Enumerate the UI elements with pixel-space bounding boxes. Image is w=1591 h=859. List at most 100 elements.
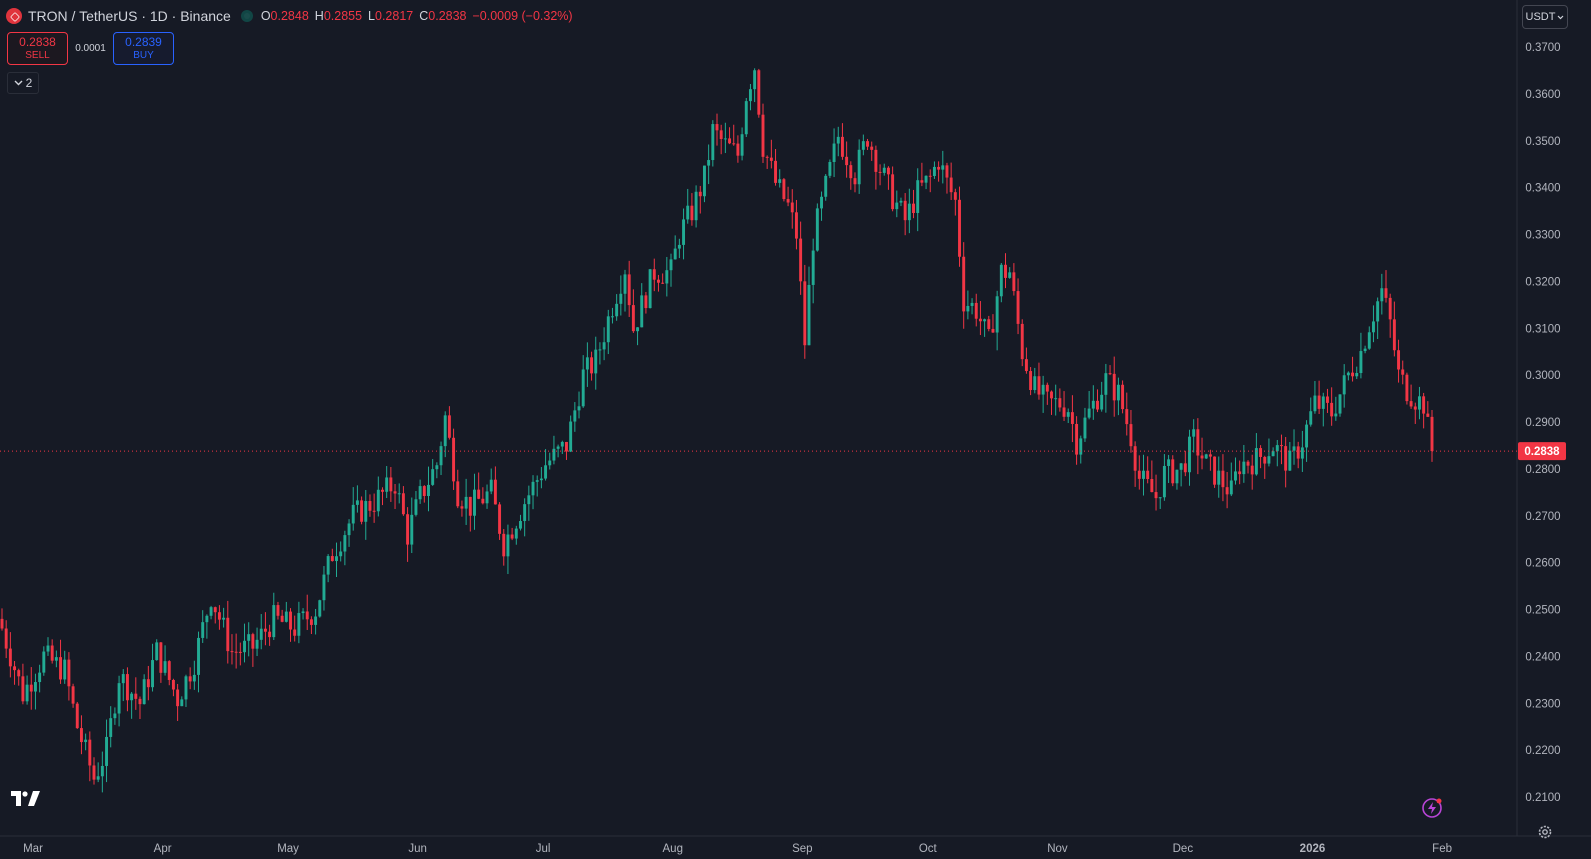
candle-body — [694, 191, 698, 221]
candle-body — [468, 496, 472, 516]
candle-body — [1070, 412, 1074, 424]
candle-body — [201, 622, 205, 638]
time-tick-label: May — [277, 843, 299, 855]
price-tick-label: 0.2600 — [1525, 558, 1560, 570]
candle-body — [263, 628, 267, 632]
currency-select-button[interactable]: USDT — [1522, 5, 1568, 29]
candle-body — [577, 406, 581, 411]
candle-body — [970, 302, 974, 306]
candle-body — [966, 305, 970, 312]
symbol-legend: TRON / TetherUS · 1D · Binance O 0.2848 … — [6, 6, 573, 26]
candle-body — [297, 613, 301, 636]
candle-body — [1204, 454, 1208, 459]
candle-body — [1351, 372, 1355, 377]
candle-body — [1075, 423, 1079, 455]
low-label: L — [368, 9, 375, 23]
candle-body — [1271, 451, 1275, 457]
candle-body — [343, 535, 347, 552]
candle-body — [790, 202, 794, 213]
candle-body — [912, 203, 915, 213]
candle-body — [619, 293, 623, 304]
candle-body — [1267, 456, 1271, 464]
candle-body — [820, 196, 823, 209]
market-status-icon[interactable] — [240, 10, 253, 22]
candle-body — [360, 500, 364, 522]
candle-body — [907, 203, 911, 221]
candle-body — [197, 637, 200, 675]
buy-button[interactable]: 0.2839 BUY — [113, 32, 174, 65]
candle-body — [1146, 470, 1150, 479]
candle-body — [289, 611, 292, 630]
candle-body — [1058, 398, 1062, 408]
candle-body — [443, 415, 447, 447]
indicators-toggle-button[interactable]: 2 — [7, 72, 39, 94]
candle-body — [138, 698, 142, 705]
price-axis[interactable]: 0.3700 0.3600 0.3500 0.3400 0.3300 0.3200 0.31… — [1525, 42, 1560, 804]
candle-body — [991, 328, 995, 333]
candle-body — [251, 634, 255, 649]
candle-body — [217, 612, 221, 620]
gear-icon[interactable] — [1537, 824, 1553, 840]
candle-body — [1326, 396, 1329, 403]
candle-body — [1104, 373, 1108, 395]
candle-body — [1330, 402, 1334, 417]
candle-body — [167, 661, 171, 680]
candle-body — [1284, 446, 1288, 471]
candle-body — [999, 264, 1003, 297]
candle-body — [774, 160, 778, 183]
candle-body — [1296, 446, 1300, 459]
candle-body — [368, 501, 372, 511]
price-tick-label: 0.2100 — [1525, 792, 1560, 804]
candle-body — [351, 504, 355, 524]
candle-body — [372, 510, 376, 512]
candle-body — [13, 666, 17, 671]
candle-body — [502, 533, 506, 557]
lightning-alert-icon[interactable] — [1421, 797, 1443, 819]
candle-body — [410, 514, 414, 545]
candle-body — [757, 70, 761, 115]
candle-body — [1388, 297, 1392, 320]
candle-body — [88, 739, 92, 766]
sell-button[interactable]: 0.2838 SELL — [7, 32, 68, 65]
candle-body — [121, 674, 125, 684]
candle-body — [1242, 461, 1246, 475]
candle-body — [1012, 272, 1016, 292]
candle-body — [1004, 264, 1007, 278]
candle-body — [481, 498, 485, 504]
candle-body — [1417, 396, 1421, 410]
candle-body — [1376, 301, 1380, 322]
candle-body — [732, 143, 736, 145]
candle-body — [71, 686, 75, 704]
tradingview-logo-icon[interactable] — [11, 791, 41, 807]
candle-body — [786, 199, 790, 203]
candle-body — [1229, 480, 1233, 495]
candle-body — [849, 165, 853, 179]
candle-body — [330, 556, 334, 562]
candle-body — [1334, 413, 1338, 417]
sell-price: 0.2838 — [19, 34, 56, 49]
candle-body — [602, 342, 606, 350]
candle-body — [309, 619, 313, 625]
candle-body — [1087, 408, 1091, 418]
candle-body — [573, 410, 577, 422]
price-tick-label: 0.3500 — [1525, 136, 1560, 148]
candle-body — [1313, 395, 1317, 412]
candle-body — [1024, 359, 1028, 372]
candle-body — [799, 238, 803, 282]
candle-body — [510, 534, 514, 539]
time-tick-label: Sep — [792, 843, 812, 855]
candle-body — [815, 208, 819, 251]
candle-body — [243, 640, 246, 653]
candle-body — [109, 718, 113, 737]
candle-body — [631, 305, 635, 332]
symbol-title[interactable]: TRON / TetherUS · 1D · Binance — [28, 8, 231, 24]
candle-body — [8, 648, 12, 667]
candle-body — [627, 274, 631, 306]
candle-body — [1137, 470, 1141, 479]
time-axis[interactable]: Mar Apr May Jun Jul Aug Sep Oct Nov Dec 2026 Feb — [23, 843, 1452, 855]
candle-body — [456, 481, 460, 507]
candle-body — [180, 699, 184, 707]
candle-body — [811, 250, 815, 285]
candle-body — [422, 486, 426, 497]
